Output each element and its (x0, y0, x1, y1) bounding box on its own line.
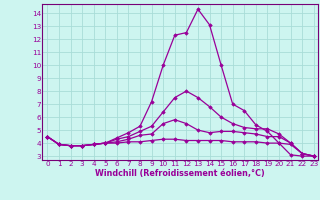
X-axis label: Windchill (Refroidissement éolien,°C): Windchill (Refroidissement éolien,°C) (95, 169, 265, 178)
